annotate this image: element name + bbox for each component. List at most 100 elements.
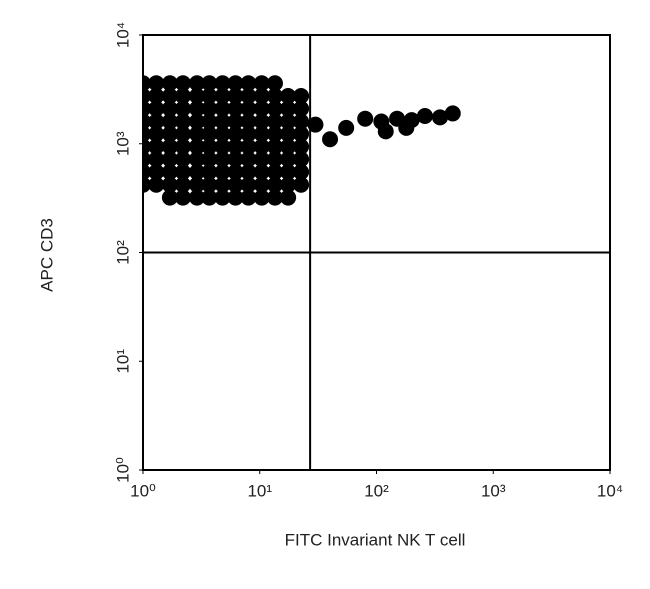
point [266,151,283,168]
y-tick-label: 10³ [113,131,132,156]
point [201,87,218,104]
point [253,100,270,117]
point [161,113,178,130]
point [214,163,231,180]
point [214,100,231,117]
point [398,119,415,136]
point [143,176,151,193]
point [161,125,178,142]
point [214,151,231,168]
point [280,138,297,155]
point [322,131,339,148]
point [174,138,191,155]
point [338,119,355,136]
point [161,138,178,155]
point [227,113,244,130]
point [174,75,191,92]
point [253,125,270,142]
point [148,138,165,155]
point [240,113,257,130]
point [240,75,257,92]
y-axis-label: APC CD3 [37,218,56,292]
point [293,138,310,155]
y-tick-label: 10² [113,240,132,265]
point [148,113,165,130]
point [201,163,218,180]
point [227,151,244,168]
point [266,87,283,104]
point [188,176,205,193]
point [148,100,165,117]
point [266,113,283,130]
point [214,138,231,155]
point [214,113,231,130]
point [253,163,270,180]
point [227,75,244,92]
point [280,113,297,130]
x-tick-label: 10² [364,481,389,500]
point [201,75,218,92]
point [280,189,297,206]
point [201,100,218,117]
point [143,163,151,180]
point [227,138,244,155]
point [266,176,283,193]
point [227,163,244,180]
point [188,151,205,168]
point [266,75,283,92]
point [266,163,283,180]
point [293,176,310,193]
point [143,151,151,168]
point [444,105,461,122]
point [227,125,244,142]
x-tick-label: 10⁰ [130,481,156,500]
point [201,176,218,193]
point [143,87,151,104]
point [240,138,257,155]
point [253,138,270,155]
x-tick-label: 10³ [481,481,506,500]
point [143,100,151,117]
point [188,138,205,155]
point [188,100,205,117]
point [161,176,178,193]
point [307,116,324,133]
point [174,163,191,180]
point [266,138,283,155]
points [143,75,461,206]
point [161,151,178,168]
point [148,75,165,92]
point [174,100,191,117]
point [161,100,178,117]
point [280,163,297,180]
point [227,189,244,206]
point [161,87,178,104]
point [253,151,270,168]
point [240,163,257,180]
point [280,100,297,117]
point [377,123,394,140]
point [161,163,178,180]
point [161,189,178,206]
point [188,113,205,130]
point [266,125,283,142]
point [201,125,218,142]
point [357,110,374,127]
point [174,87,191,104]
y-tick-label: 10⁰ [113,457,132,483]
point [280,151,297,168]
point [240,151,257,168]
point [280,125,297,142]
point [293,87,310,104]
point [293,100,310,117]
point [174,113,191,130]
point [214,176,231,193]
point [253,189,270,206]
point [253,87,270,104]
point [293,163,310,180]
point [174,125,191,142]
x-axis-label: FITC Invariant NK T cell [285,530,466,549]
point [188,163,205,180]
point [253,75,270,92]
